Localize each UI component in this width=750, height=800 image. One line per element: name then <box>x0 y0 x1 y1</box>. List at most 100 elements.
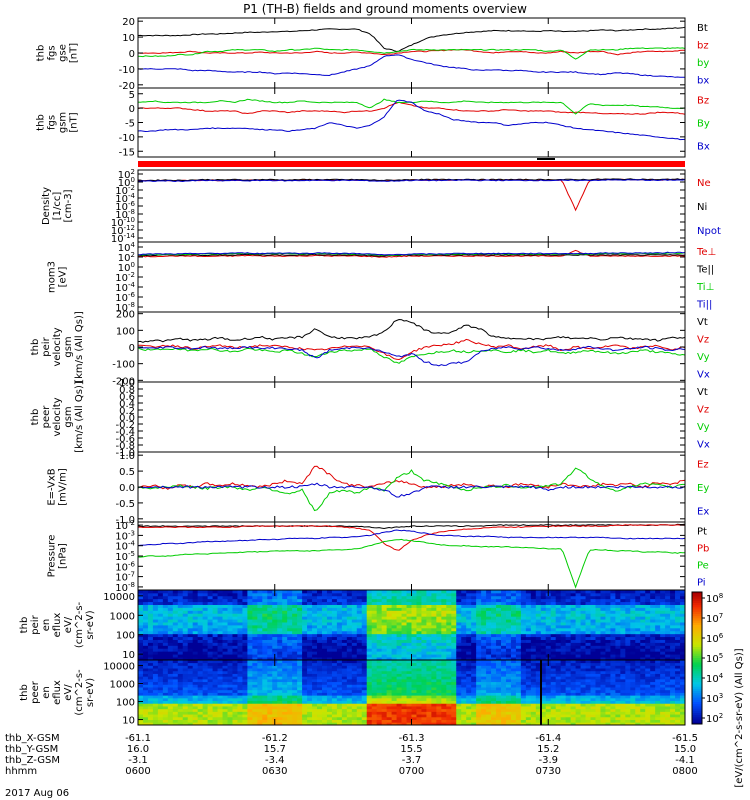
spectrogram-cell <box>371 668 378 672</box>
spectrogram-cell <box>540 610 547 614</box>
spectrogram-cell <box>451 716 457 720</box>
spectrogram-cell <box>436 625 442 629</box>
spectrogram-cell <box>466 619 472 623</box>
spectrogram-cell <box>187 665 194 669</box>
spectrogram-cell <box>595 625 601 629</box>
spectrogram-cell <box>331 622 338 626</box>
spectrogram-cell <box>481 654 487 658</box>
spectrogram-cell <box>381 676 388 680</box>
spectrogram-cell <box>610 592 616 597</box>
spectrogram-cell <box>665 590 671 594</box>
spectrogram-cell <box>406 630 412 635</box>
spectrogram-cell <box>486 687 492 691</box>
spectrogram-cell <box>665 619 671 623</box>
spectrogram-cell <box>207 616 213 620</box>
spectrogram-cell <box>466 716 472 720</box>
spectrogram-cell <box>312 598 318 603</box>
spectrogram-cell <box>252 619 258 623</box>
spectrogram-cell <box>297 619 303 623</box>
spectrogram-cell <box>277 689 283 693</box>
spectrogram-cell <box>237 613 243 617</box>
spectrogram-cell <box>302 665 308 669</box>
spectrogram-cell <box>510 695 517 699</box>
spectrogram-cell <box>476 719 482 723</box>
spectrogram-cell <box>655 627 661 632</box>
spectrogram-cell <box>152 639 159 643</box>
spectrogram-cell <box>635 639 641 643</box>
spectrogram-cell <box>167 660 174 664</box>
spectrogram-cell <box>655 622 661 626</box>
spectrogram-cell <box>376 665 383 669</box>
spectrogram-cell <box>466 590 472 594</box>
spectrogram-cell <box>346 654 353 658</box>
spectrogram-cell <box>376 681 383 685</box>
spectrogram-cell <box>665 613 671 617</box>
spectrogram-cell <box>446 716 452 720</box>
spectrogram-cell <box>317 692 323 696</box>
spectrogram-cell <box>545 676 552 680</box>
spectrogram-cell <box>535 719 542 723</box>
spectrogram-cell <box>147 673 154 677</box>
spectrogram-cell <box>481 703 487 707</box>
spectrogram-cell <box>520 665 527 669</box>
spectrogram-cell <box>152 592 159 597</box>
spectrogram-cell <box>212 651 218 655</box>
spectrogram-cell <box>496 670 502 674</box>
spectrogram-cell <box>535 660 542 664</box>
spectrogram-cell <box>272 651 278 655</box>
spectrogram-cell <box>550 607 557 611</box>
spectrogram-cell <box>272 716 278 720</box>
spectrogram-cell <box>386 627 393 632</box>
spectrogram-cell <box>565 625 572 629</box>
spectrogram-cell <box>227 716 233 720</box>
spectrogram-cell <box>496 627 502 632</box>
spectrogram-cell <box>247 665 253 669</box>
spectrogram-cell <box>312 703 318 707</box>
spectrogram-cell <box>192 660 199 664</box>
spectrogram-cell <box>321 657 328 661</box>
spectrogram-cell <box>505 676 512 680</box>
spectrogram-cell <box>272 601 278 605</box>
y-axis-label: fgs <box>47 45 58 60</box>
spectrogram-cell <box>346 708 353 712</box>
spectrogram-cell <box>317 676 323 680</box>
spectrogram-cell <box>217 601 223 605</box>
spectrogram-cell <box>227 684 233 688</box>
spectrogram-cell <box>302 601 308 605</box>
spectrogram-cell <box>227 708 233 712</box>
spectrogram-cell <box>356 719 363 723</box>
spectrogram-cell <box>411 681 417 685</box>
spectrogram-cell <box>202 639 209 643</box>
spectrogram-cell <box>510 636 517 640</box>
spectrogram-cell <box>351 716 358 720</box>
spectrogram-cell <box>366 678 373 683</box>
spectrogram-cell <box>590 651 596 655</box>
spectrogram-cell <box>366 645 373 649</box>
spectrogram-cell <box>471 633 477 638</box>
legend-Bt: Bt <box>697 23 708 34</box>
spectrogram-cell <box>411 689 417 693</box>
spectrogram-cell <box>356 592 363 597</box>
spectrogram-cell <box>491 654 497 658</box>
spectrogram-cell <box>138 616 144 620</box>
spectrogram-cell <box>456 636 462 640</box>
spectrogram-cell <box>277 607 283 611</box>
spectrogram-cell <box>535 619 542 623</box>
spectrogram-cell <box>197 601 204 605</box>
spectrogram-cell <box>361 687 368 691</box>
spectrogram-cell <box>202 616 209 620</box>
spectrogram-cell <box>456 601 462 605</box>
spectrogram-cell <box>212 678 218 683</box>
spectrogram-cell <box>466 662 472 666</box>
spectrogram-cell <box>471 622 477 626</box>
spectrogram-cell <box>142 678 149 683</box>
spectrogram-cell <box>242 668 248 672</box>
spectrogram-cell <box>336 716 343 720</box>
spectrogram-cell <box>222 636 228 640</box>
spectrogram-cell <box>371 722 378 726</box>
spectrogram-cell <box>436 622 442 626</box>
spectrogram-cell <box>341 622 348 626</box>
spectrogram-cell <box>217 714 223 718</box>
spectrogram-cell <box>491 684 497 688</box>
